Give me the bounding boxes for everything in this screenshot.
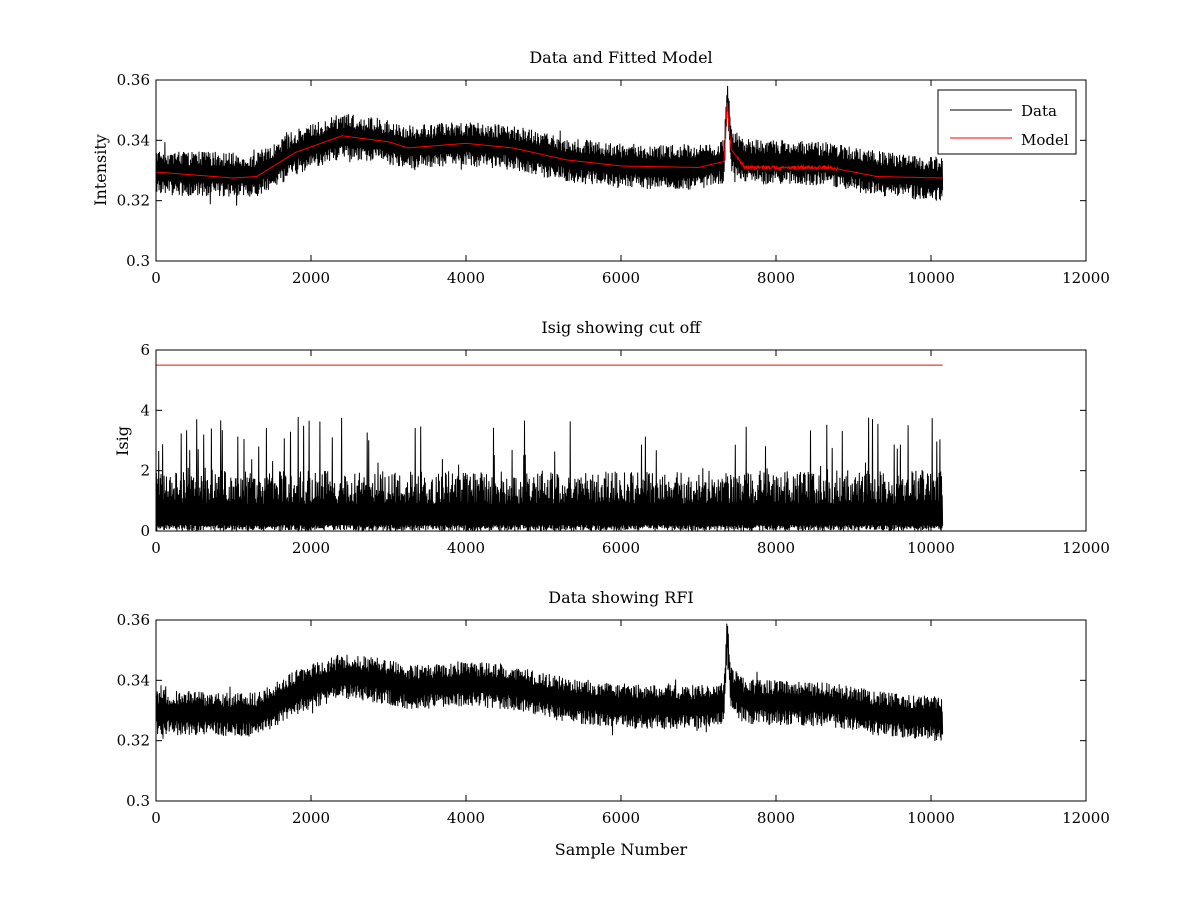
x-tick-label: 0 (151, 809, 161, 827)
legend: Data Model (937, 89, 1077, 155)
x-tick-label: 6000 (602, 809, 640, 827)
legend-label-model: Model (1021, 131, 1069, 149)
series-line-signal (155, 623, 944, 742)
legend-label-data: Data (1021, 102, 1057, 120)
y-tick-label: 0.36 (117, 611, 150, 629)
y-tick-label: 6 (140, 341, 150, 359)
legend-box (937, 89, 1077, 155)
x-tick-label: 12000 (1062, 809, 1110, 827)
x-tick-label: 6000 (602, 539, 640, 557)
chart-title: Data and Fitted Model (529, 48, 712, 67)
x-axis-label: Sample Number (555, 840, 688, 859)
x-tick-label: 4000 (447, 269, 485, 287)
series-line-data (155, 85, 944, 206)
x-tick-label: 4000 (447, 539, 485, 557)
x-tick-label: 10000 (907, 269, 955, 287)
x-tick-label: 10000 (907, 539, 955, 557)
panel-bottom: Data showing RFI 0 2000 4000 6000 8000 10000 1… (117, 588, 1110, 859)
y-tick-label: 0.34 (117, 131, 150, 149)
series-line-model (156, 102, 943, 179)
axis-ticks: 0 2000 4000 6000 8000 10000 12000 0.3 0.32 0.34 0.… (117, 611, 1110, 827)
x-tick-label: 4000 (447, 809, 485, 827)
y-tick-label: 2 (140, 462, 150, 480)
x-tick-label: 8000 (757, 539, 795, 557)
x-tick-label: 0 (151, 539, 161, 557)
chart-title: Isig showing cut off (541, 318, 702, 337)
panel-middle: Isig showing cut off Isig 0 2000 4000 6000 8… (113, 318, 1110, 557)
x-tick-label: 6000 (602, 269, 640, 287)
plot-area (155, 364, 944, 532)
y-tick-label: 0.3 (126, 252, 150, 270)
chart-title: Data showing RFI (548, 588, 693, 607)
y-axis-label: Isig (113, 426, 132, 456)
y-tick-label: 0.32 (117, 732, 150, 750)
x-tick-label: 8000 (757, 809, 795, 827)
y-tick-label: 0.32 (117, 192, 150, 210)
axis-ticks: 0 2000 4000 6000 8000 10000 12000 0.3 0.32 0.34 0.… (117, 71, 1110, 287)
y-tick-label: 0.34 (117, 671, 150, 689)
x-tick-label: 2000 (292, 809, 330, 827)
x-tick-label: 12000 (1062, 269, 1110, 287)
x-tick-label: 12000 (1062, 539, 1110, 557)
y-tick-label: 0 (140, 522, 150, 540)
plot-area (155, 85, 944, 206)
x-tick-label: 0 (151, 269, 161, 287)
series-line-signal (155, 416, 944, 532)
x-tick-label: 2000 (292, 269, 330, 287)
plot-area (155, 623, 944, 742)
y-tick-label: 0.3 (126, 792, 150, 810)
panel-top: Data and Fitted Model Intensity 0 2000 400… (91, 48, 1110, 287)
y-tick-label: 0.36 (117, 71, 150, 89)
y-axis-label: Intensity (91, 134, 110, 206)
x-tick-label: 8000 (757, 269, 795, 287)
x-tick-label: 2000 (292, 539, 330, 557)
x-tick-label: 10000 (907, 809, 955, 827)
axis-ticks: 0 2000 4000 6000 8000 10000 12000 0 2 4 6 (140, 341, 1109, 557)
y-tick-label: 4 (140, 401, 150, 419)
